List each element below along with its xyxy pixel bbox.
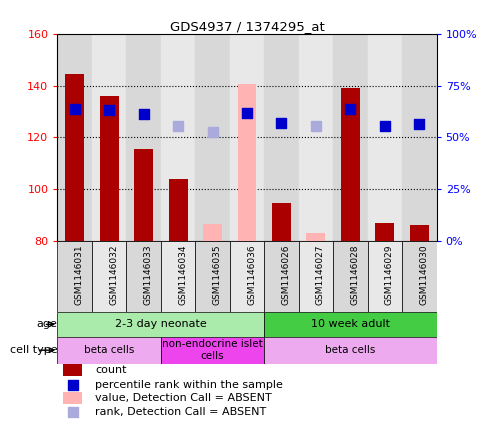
Bar — [299, 34, 333, 241]
Point — [243, 110, 251, 116]
Bar — [100, 96, 119, 241]
Bar — [333, 34, 368, 241]
Point — [71, 105, 79, 112]
Bar — [402, 34, 437, 241]
Text: GSM1146031: GSM1146031 — [75, 244, 84, 305]
Text: beta cells: beta cells — [84, 345, 134, 355]
Bar — [299, 241, 333, 312]
Bar — [238, 84, 256, 241]
Text: rank, Detection Call = ABSENT: rank, Detection Call = ABSENT — [95, 407, 266, 417]
Bar — [63, 392, 82, 404]
Bar — [169, 179, 188, 241]
Bar — [402, 241, 437, 312]
Point — [174, 122, 182, 129]
Bar — [375, 223, 394, 241]
Bar — [230, 34, 264, 241]
Bar — [161, 241, 195, 312]
Point — [68, 409, 76, 415]
Bar — [333, 241, 368, 312]
Point — [209, 129, 217, 135]
Bar — [65, 74, 84, 241]
Text: cell type: cell type — [10, 345, 57, 355]
Text: non-endocrine islet
cells: non-endocrine islet cells — [162, 339, 263, 361]
Bar — [368, 241, 402, 312]
Bar — [306, 233, 325, 241]
Text: percentile rank within the sample: percentile rank within the sample — [95, 380, 283, 390]
Text: count: count — [95, 365, 127, 375]
Point — [68, 381, 76, 388]
Bar — [92, 241, 126, 312]
Bar — [264, 337, 437, 364]
Point — [140, 111, 148, 118]
Text: GSM1146027: GSM1146027 — [316, 244, 325, 305]
Text: GSM1146036: GSM1146036 — [247, 244, 256, 305]
Point — [415, 121, 423, 128]
Point — [346, 105, 354, 112]
Bar — [134, 149, 153, 241]
Point — [381, 122, 389, 129]
Text: GSM1146030: GSM1146030 — [419, 244, 428, 305]
Text: GSM1146026: GSM1146026 — [281, 244, 290, 305]
Point — [277, 120, 285, 126]
Bar — [264, 312, 437, 337]
Text: 10 week adult: 10 week adult — [311, 319, 390, 330]
Bar — [230, 241, 264, 312]
Text: GSM1146034: GSM1146034 — [178, 244, 187, 305]
Bar — [161, 337, 264, 364]
Bar — [264, 241, 299, 312]
Text: value, Detection Call = ABSENT: value, Detection Call = ABSENT — [95, 393, 272, 403]
Bar — [195, 241, 230, 312]
Bar — [92, 34, 126, 241]
Text: GSM1146032: GSM1146032 — [109, 244, 118, 305]
Bar — [57, 337, 161, 364]
Text: GSM1146033: GSM1146033 — [144, 244, 153, 305]
Text: 2-3 day neonate: 2-3 day neonate — [115, 319, 207, 330]
Bar — [264, 34, 299, 241]
Bar — [368, 34, 402, 241]
Bar — [57, 312, 264, 337]
Text: GSM1146028: GSM1146028 — [350, 244, 359, 305]
Text: GSM1146029: GSM1146029 — [385, 244, 394, 305]
Bar — [410, 225, 429, 241]
Bar — [126, 241, 161, 312]
Bar — [57, 34, 92, 241]
Bar — [203, 224, 222, 241]
Title: GDS4937 / 1374295_at: GDS4937 / 1374295_at — [170, 20, 324, 33]
Bar — [57, 241, 92, 312]
Point — [312, 122, 320, 129]
Bar — [161, 34, 195, 241]
Bar — [63, 364, 82, 376]
Text: age: age — [36, 319, 57, 330]
Text: beta cells: beta cells — [325, 345, 376, 355]
Bar — [126, 34, 161, 241]
Bar — [195, 34, 230, 241]
Text: GSM1146035: GSM1146035 — [213, 244, 222, 305]
Bar — [272, 203, 291, 241]
Point — [105, 107, 113, 113]
Bar — [341, 88, 360, 241]
